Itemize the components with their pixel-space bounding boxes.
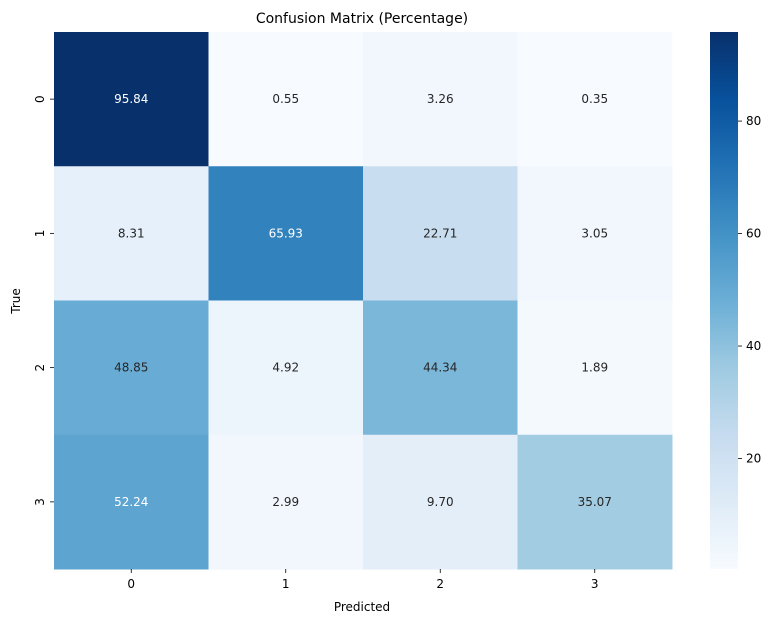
cell-value-label-0-0: 95.84: [114, 92, 148, 106]
cell-value-label-3-2: 9.70: [427, 495, 454, 509]
x-tick-label-3: 3: [591, 577, 599, 591]
y-tick-label-2: 2: [33, 364, 47, 372]
heatmap-cell-3-1: [208, 434, 364, 570]
heatmap-cells: [54, 32, 673, 570]
heatmap-cell-0-0: [54, 32, 209, 167]
y-tick-label-3: 3: [33, 498, 47, 506]
cell-value-label-2-0: 48.85: [114, 361, 148, 375]
x-axis-ticks: 0 1 2 3: [127, 569, 599, 591]
colorbar-ticks: 20 40 60 80: [738, 114, 761, 465]
x-tick-label-2: 2: [436, 577, 444, 591]
y-tick-label-1: 1: [33, 230, 47, 238]
y-axis-ticks: 0 1 2 3: [33, 95, 54, 506]
colorbar-tick-label-40: 40: [746, 339, 761, 353]
cell-value-label-1-0: 8.31: [118, 226, 145, 240]
heatmap-cell-1-0: [54, 166, 209, 301]
heatmap-cell-0-1: [208, 32, 364, 167]
cell-value-label-0-3: 0.35: [581, 92, 608, 106]
heatmap-cell-2-1: [208, 300, 364, 436]
cell-value-label-2-2: 44.34: [423, 361, 457, 375]
heatmap-cell-2-2: [363, 300, 518, 436]
colorbar-tick-label-80: 80: [746, 114, 761, 128]
cell-value-label-0-1: 0.55: [272, 92, 299, 106]
heatmap-cell-2-3: [517, 300, 673, 436]
heatmap-cell-2-0: [54, 300, 209, 436]
heatmap-cell-1-3: [517, 166, 673, 301]
heatmap-cell-1-2: [363, 166, 518, 301]
chart-title: Confusion Matrix (Percentage): [256, 11, 468, 27]
cell-value-label-2-1: 4.92: [272, 361, 299, 375]
cell-value-label-3-1: 2.99: [272, 495, 299, 509]
cell-value-label-1-3: 3.05: [581, 226, 608, 240]
cell-value-label-2-3: 1.89: [581, 361, 608, 375]
x-tick-label-1: 1: [282, 577, 290, 591]
cell-value-label-3-0: 52.24: [114, 495, 148, 509]
heatmap-cell-3-0: [54, 434, 209, 570]
heatmap-cell-0-3: [517, 32, 673, 167]
y-tick-label-0: 0: [33, 95, 47, 103]
heatmap-cell-3-3: [517, 434, 673, 570]
heatmap-cell-0-2: [363, 32, 518, 167]
x-tick-label-0: 0: [127, 577, 135, 591]
cell-value-label-3-3: 35.07: [578, 495, 612, 509]
y-axis-label: True: [9, 288, 23, 315]
heatmap-cell-labels: 95.84 0.55 3.26 0.35 8.31 65.93 22.71 3.05 48.85…: [114, 92, 612, 509]
colorbar-tick-label-60: 60: [746, 227, 761, 241]
colorbar-tick-label-20: 20: [746, 451, 761, 465]
x-axis-label: Predicted: [334, 600, 390, 614]
cell-value-label-1-1: 65.93: [269, 226, 303, 240]
cell-value-label-1-2: 22.71: [423, 226, 457, 240]
cell-value-label-0-2: 3.26: [427, 92, 454, 106]
heatmap-cell-1-1: [208, 166, 364, 301]
heatmap-cell-3-2: [363, 434, 518, 570]
colorbar: [710, 32, 738, 569]
